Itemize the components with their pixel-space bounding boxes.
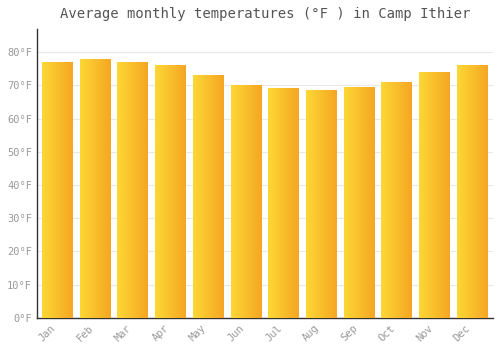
Title: Average monthly temperatures (°F ) in Camp Ithier: Average monthly temperatures (°F ) in Ca…: [60, 7, 470, 21]
